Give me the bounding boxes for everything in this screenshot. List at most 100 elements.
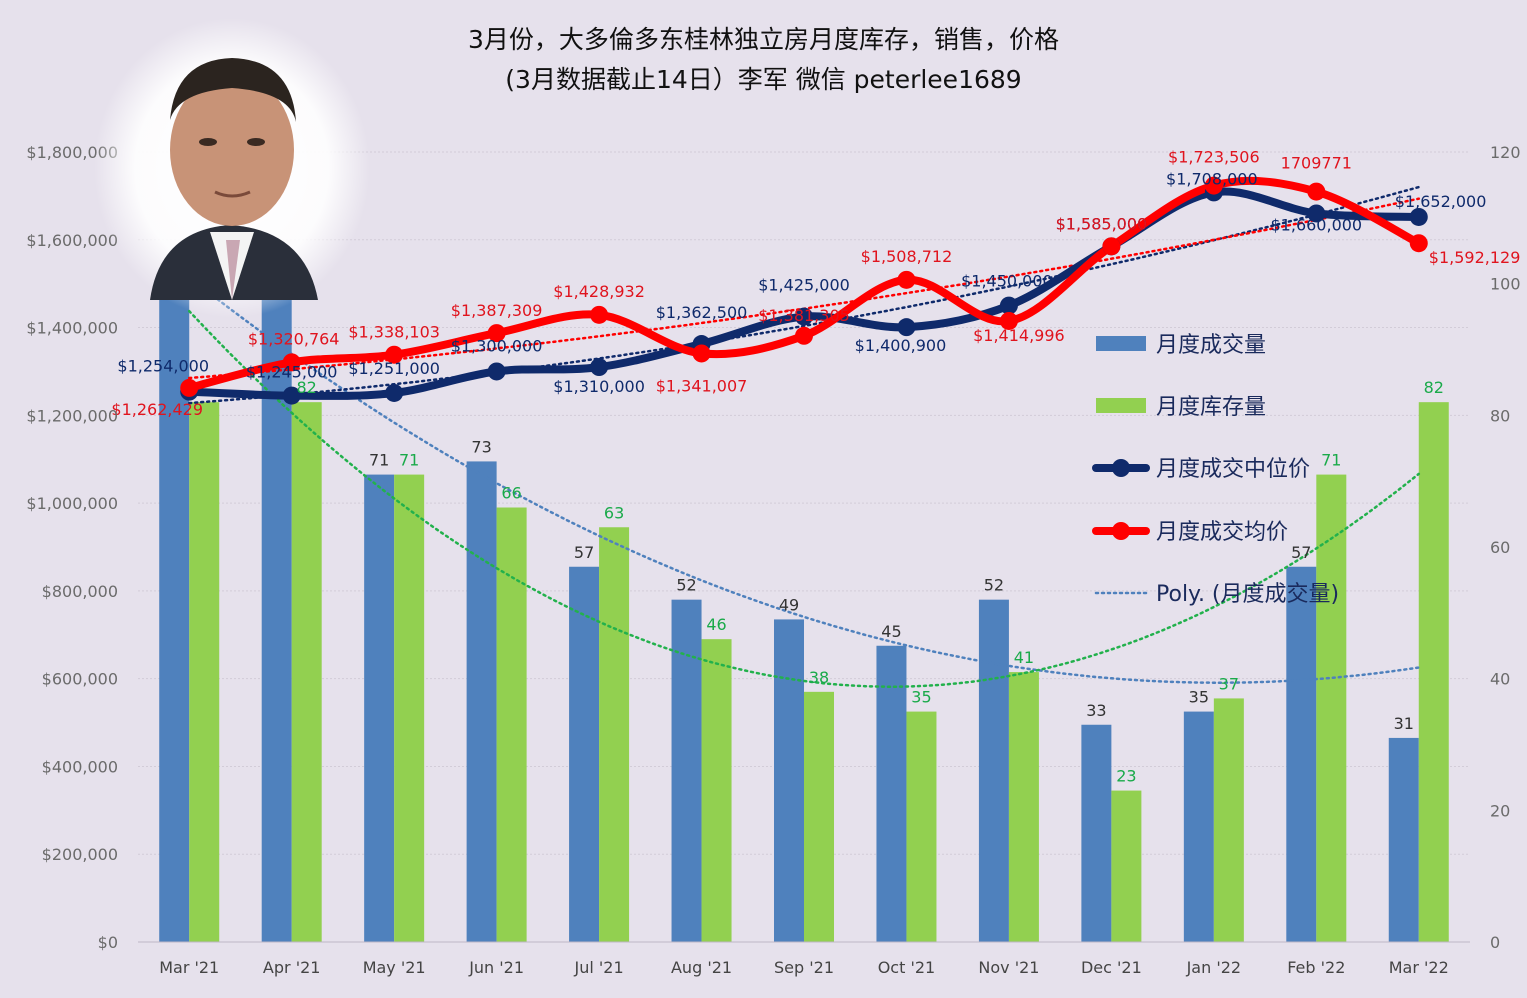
right-axis-tick-label: 20 (1490, 801, 1510, 820)
sales-bar-label: 73 (471, 437, 491, 456)
left-axis-tick-label: $200,000 (42, 845, 118, 864)
right-axis-tick-label: 60 (1490, 538, 1510, 557)
average-price-point (487, 324, 506, 343)
left-axis-tick-label: $1,400,000 (26, 319, 118, 338)
sales-bar-label: 33 (1086, 701, 1106, 720)
sales-bar-label: 52 (676, 576, 696, 595)
median-price-label: $1,245,000 (246, 363, 338, 382)
inventory-bar (701, 639, 732, 942)
legend-label: Poly. (月度成交量) (1156, 582, 1339, 607)
average-price-label: $1,338,103 (348, 323, 440, 342)
legend-marker-average (1112, 522, 1130, 540)
left-axis-tick-label: $1,600,000 (26, 231, 118, 250)
average-price-point (385, 345, 404, 364)
legend-swatch-inventory (1096, 398, 1146, 413)
median-price-label: $1,652,000 (1395, 192, 1487, 211)
data-labels: 9971735752494552333557318271666346383541… (111, 148, 1520, 786)
sales-bar-label: 71 (369, 451, 389, 470)
average-price-point (999, 311, 1018, 330)
right-axis-tick-label: 0 (1490, 933, 1500, 952)
right-axis-tick-label: 80 (1490, 406, 1510, 425)
inventory-bar (1111, 790, 1142, 942)
inventory-bar-label: 23 (1116, 767, 1136, 786)
inventory-bar (189, 402, 220, 943)
x-axis-category-label: Sep '21 (774, 958, 834, 977)
median-price-label: $1,251,000 (348, 359, 440, 378)
average-price-label: $1,387,309 (451, 301, 543, 320)
median-price-label: $1,254,000 (117, 357, 209, 376)
left-axis-tick-label: $400,000 (42, 757, 118, 776)
median-price-point (1307, 204, 1326, 223)
inventory-bar (804, 691, 834, 942)
chart-title-line-2: (3月数据截止14日）李军 微信 peterlee1689 (505, 65, 1022, 94)
x-axis-category-label: Jan '22 (1186, 958, 1242, 977)
inventory-bar (496, 507, 527, 942)
average-price-point (590, 305, 609, 324)
sales-bar (466, 461, 497, 942)
inventory-bar-label: 66 (501, 484, 521, 503)
legend-label: 月度成交中位价 (1156, 457, 1310, 482)
sales-bar (774, 619, 804, 942)
average-price-label: $1,428,932 (553, 282, 645, 301)
average-price-label: $1,585,000 (1056, 214, 1148, 233)
x-axis-category-label: Feb '22 (1287, 958, 1345, 977)
sales-bar (876, 645, 907, 942)
sales-bar-label: 35 (1189, 688, 1209, 707)
median-price-label: $1,362,500 (656, 303, 748, 322)
sales-bar-label: 57 (574, 543, 594, 562)
average-price-label: 1709771 (1281, 154, 1352, 173)
average-price-label: $1,262,429 (111, 400, 203, 419)
sales-bar (978, 599, 1009, 942)
chart-title-line-1: 3月份，大多倫多东桂林独立房月度库存，销售，价格 (468, 25, 1059, 54)
price-lines (180, 176, 1428, 405)
sales-bar (1388, 737, 1419, 942)
legend-label: 月度成交量 (1156, 333, 1266, 358)
left-axis-tick-label: $600,000 (42, 670, 118, 689)
average-price-label: $1,508,712 (861, 247, 953, 266)
legend-label: 月度库存量 (1156, 395, 1266, 420)
median-price-label: $1,450,000 (961, 272, 1053, 291)
left-axis-tick-label: $0 (98, 933, 118, 952)
legend-marker-median (1112, 459, 1130, 477)
inventory-bar-label: 35 (911, 688, 931, 707)
median-price-label: $1,400,900 (855, 336, 947, 355)
inventory-bar (1213, 698, 1244, 942)
legend-label: 月度成交均价 (1156, 520, 1288, 545)
median-price-point (590, 358, 609, 377)
inventory-bar (906, 711, 937, 942)
average-price-point (282, 353, 301, 372)
sales-bar-label: 31 (1394, 714, 1414, 733)
median-price-label: $1,585,000 (1056, 214, 1148, 233)
sales-bar-label: 49 (779, 595, 799, 614)
sales-poly-trendline (187, 275, 1421, 684)
inventory-poly-trendline (187, 309, 1421, 688)
x-axis-category-label: Nov '21 (978, 958, 1039, 977)
average-price-label: $1,414,996 (973, 326, 1065, 345)
left-axis-tick-label: $1,000,000 (26, 494, 118, 513)
sales-bar-label: 52 (984, 576, 1004, 595)
left-axis-tick-label: $1,200,000 (26, 406, 118, 425)
median-price-point (1409, 207, 1428, 226)
axes: $0 $200,000 $400,000 $600,000 $800,000 $1,000… (26, 143, 1520, 977)
average-price-point (692, 344, 711, 363)
median-price-point (385, 383, 404, 402)
x-axis-category-label: Jun '21 (468, 958, 524, 977)
median-price-label: $1,310,000 (553, 377, 645, 396)
x-axis-category-label: Jul '21 (573, 958, 623, 977)
median-price-point (999, 296, 1018, 315)
median-price-label: $1,425,000 (758, 276, 850, 295)
inventory-bar (394, 474, 425, 942)
x-axis-category-label: May '21 (363, 958, 426, 977)
right-axis-tick-label: 120 (1490, 143, 1521, 162)
average-price-point (1204, 176, 1223, 195)
sales-bar (1286, 566, 1317, 942)
author-portrait (94, 18, 370, 318)
median-price-point (282, 386, 301, 405)
sales-bar-label: 57 (1291, 543, 1311, 562)
median-price-label: $1,708,000 (1166, 169, 1258, 188)
left-axis-tick-label: $800,000 (42, 582, 118, 601)
inventory-bar-label: 71 (399, 451, 419, 470)
inventory-bar-label: 82 (1424, 378, 1444, 397)
